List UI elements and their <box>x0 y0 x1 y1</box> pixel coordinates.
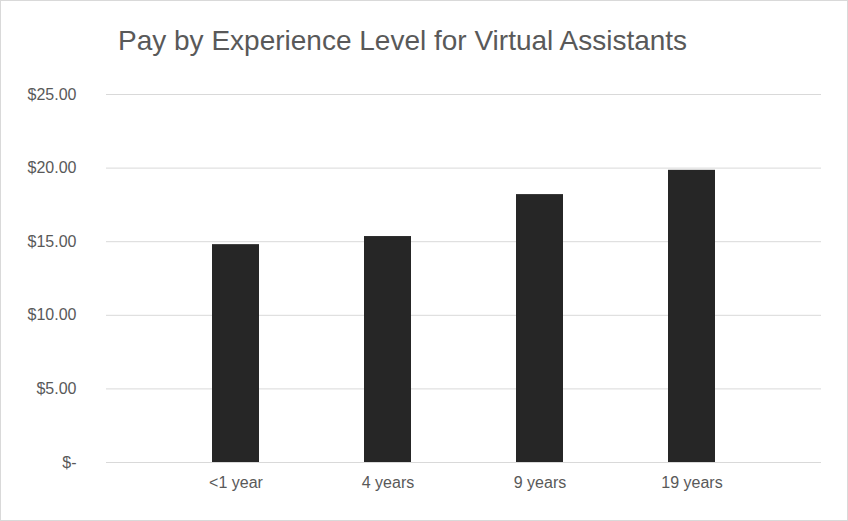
svg-text:$20.00: $20.00 <box>28 159 77 176</box>
svg-text:4 years: 4 years <box>362 474 414 491</box>
svg-text:$-: $- <box>62 454 76 471</box>
svg-text:$5.00: $5.00 <box>36 380 76 397</box>
svg-text:9 years: 9 years <box>514 474 566 491</box>
svg-text:<1 year: <1 year <box>209 474 263 491</box>
svg-text:$15.00: $15.00 <box>28 233 77 250</box>
svg-text:$25.00: $25.00 <box>28 86 77 103</box>
svg-text:19 years: 19 years <box>661 474 722 491</box>
html-text:Pay by Experience Level for Vi: Pay by Experience Level for Virtual Assi… <box>118 25 688 56</box>
svg-text:$10.00: $10.00 <box>28 306 77 323</box>
